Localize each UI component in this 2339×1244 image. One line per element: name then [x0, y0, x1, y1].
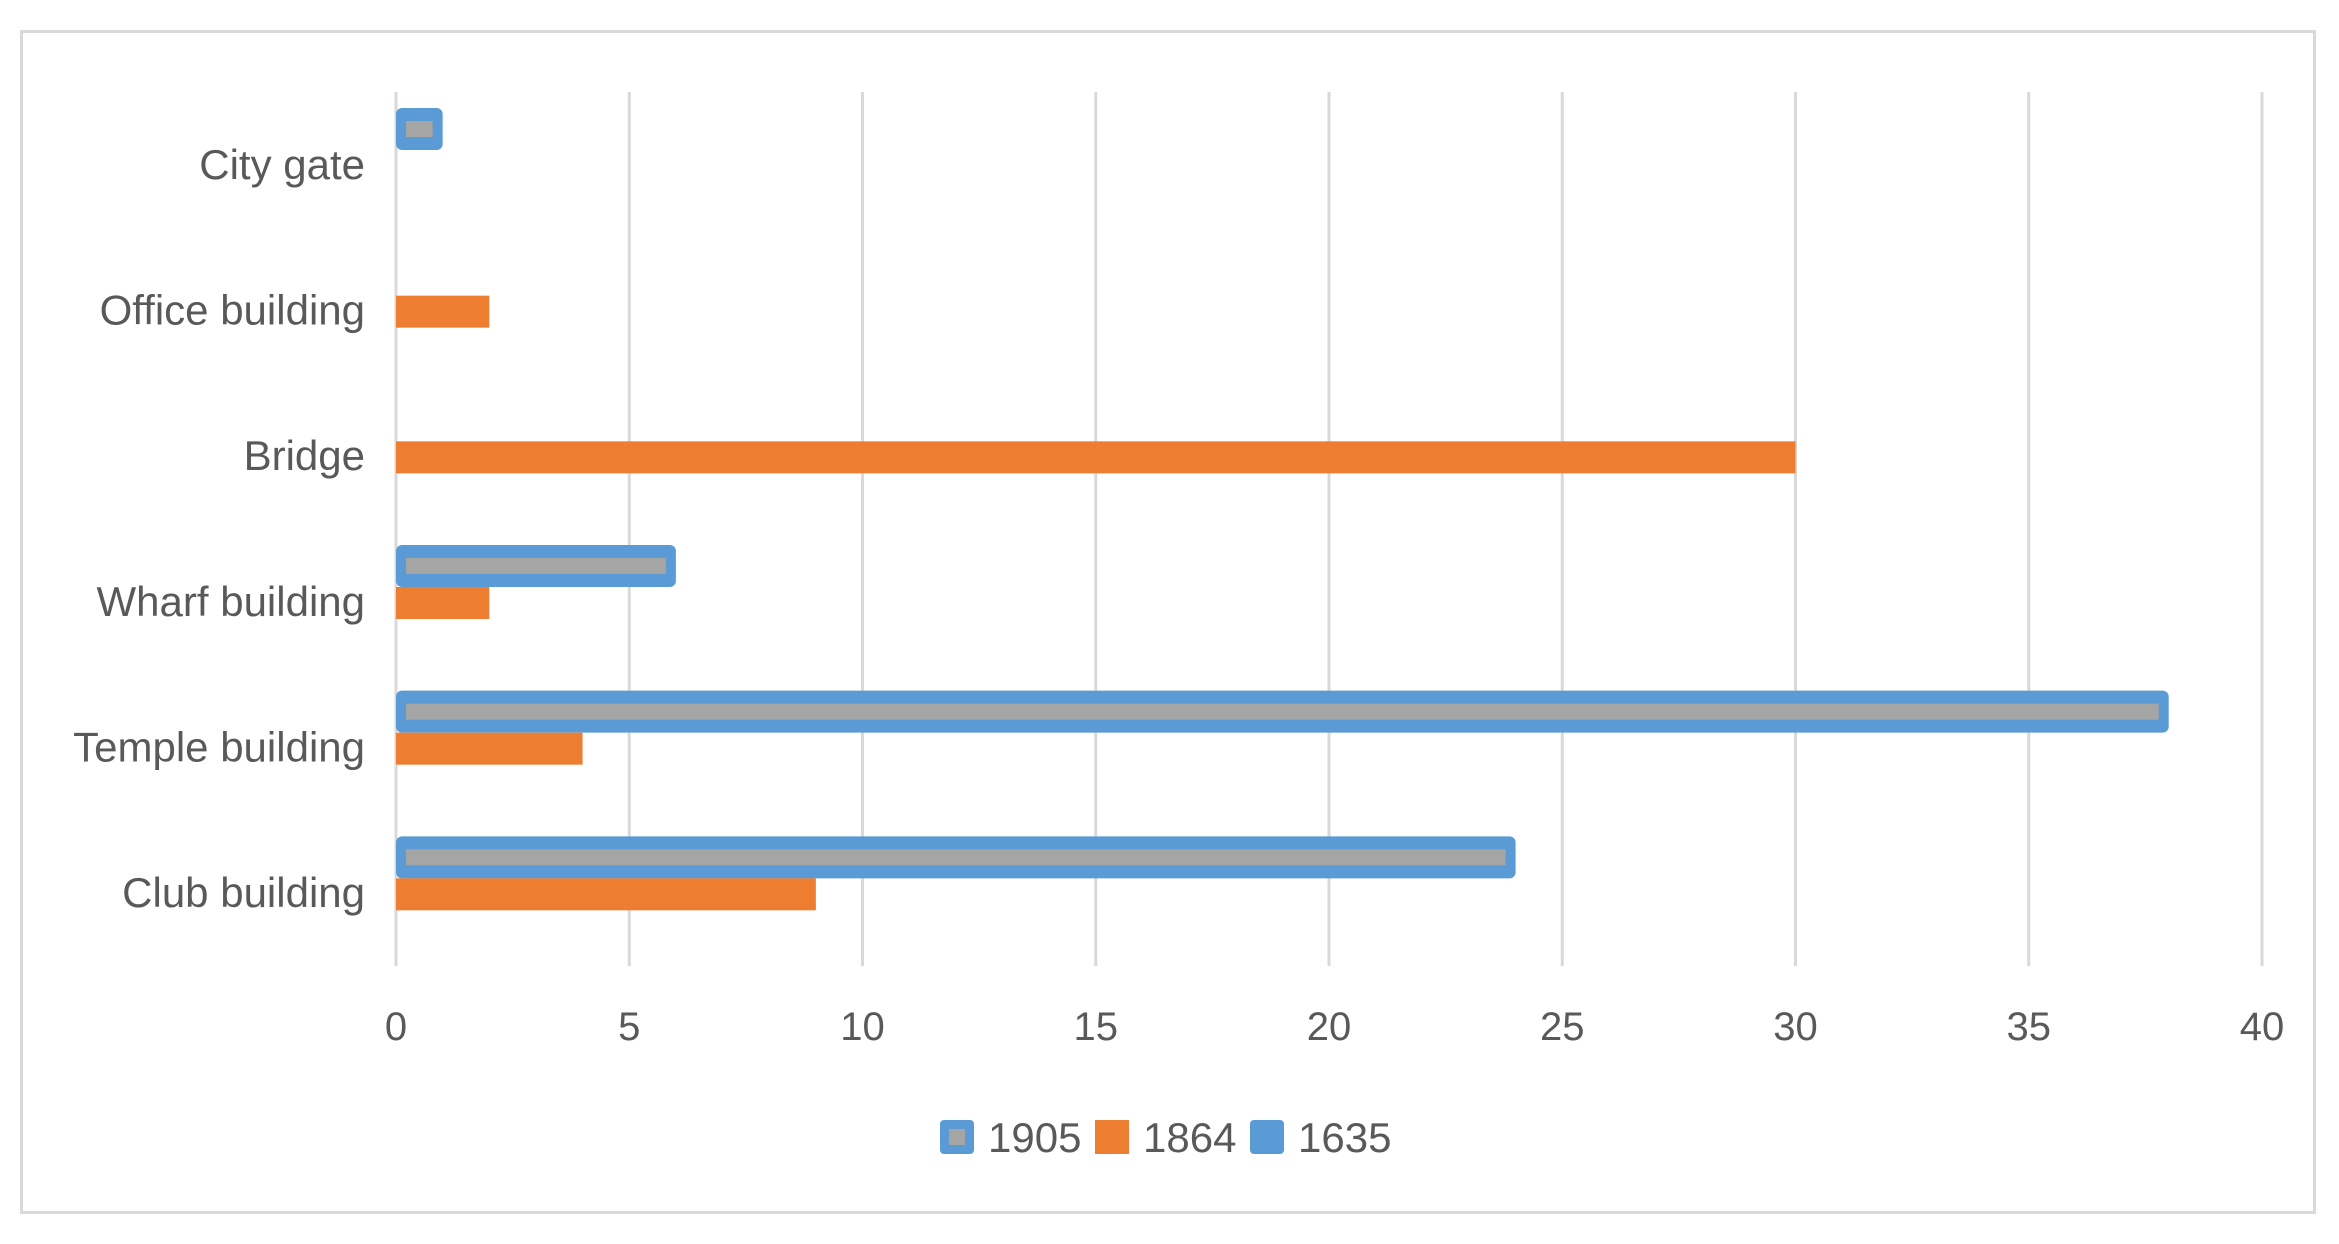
x-tick-label-20: 20 — [1307, 1005, 1352, 1049]
bar-1635-city-gate — [406, 121, 433, 137]
bar-1864-temple-building — [396, 732, 583, 765]
category-label-temple-building: Temple building — [73, 724, 365, 771]
bar-1864-wharf-building — [396, 587, 490, 619]
x-tick-label-10: 10 — [840, 1005, 885, 1049]
bar-1635-temple-building — [406, 703, 2159, 720]
legend-swatch-inner-1635 — [1259, 1129, 1275, 1145]
legend-swatch-inner-1905 — [949, 1129, 965, 1145]
x-tick-label-30: 30 — [1773, 1005, 1818, 1049]
legend: 1905 1864 1635 — [940, 1114, 1391, 1161]
category-label-club-building: Club building — [122, 869, 365, 916]
legend-label-1905: 1905 — [988, 1114, 1081, 1161]
bar-1864-club-building — [396, 878, 816, 911]
bar-1864-office-building — [396, 295, 490, 328]
x-tick-label-35: 35 — [2007, 1005, 2052, 1049]
category-labels: City gate Office building Bridge Wharf buil… — [73, 141, 365, 916]
bars — [396, 108, 2169, 911]
x-tick-label-40: 40 — [2240, 1005, 2285, 1049]
bar-1635-club-building — [406, 849, 1506, 866]
x-tick-labels: 0 5 10 15 20 25 30 35 40 — [385, 1005, 2284, 1049]
legend-label-1864: 1864 — [1143, 1114, 1236, 1161]
x-tick-label-25: 25 — [1540, 1005, 1585, 1049]
gridlines — [394, 92, 2264, 966]
legend-swatch-1864 — [1095, 1120, 1129, 1154]
legend-label-1635: 1635 — [1298, 1114, 1391, 1161]
bar-1864-bridge — [396, 441, 1796, 474]
category-label-city-gate: City gate — [199, 141, 365, 188]
x-tick-label-15: 15 — [1074, 1005, 1119, 1049]
category-label-office-building: Office building — [100, 287, 365, 334]
x-tick-label-5: 5 — [618, 1005, 640, 1049]
chart-frame — [20, 30, 2316, 1214]
bar-1635-wharf-building — [406, 558, 666, 574]
category-label-wharf-building: Wharf building — [97, 578, 365, 625]
x-tick-label-0: 0 — [385, 1005, 407, 1049]
category-label-bridge: Bridge — [244, 432, 365, 479]
